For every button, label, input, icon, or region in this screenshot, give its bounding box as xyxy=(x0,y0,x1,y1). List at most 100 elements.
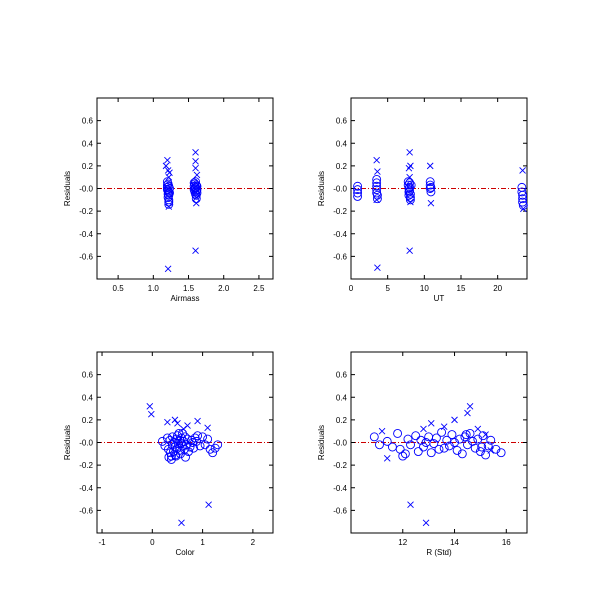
data-point-cross xyxy=(162,162,170,170)
data-point-circle xyxy=(425,184,435,193)
data-point-circle xyxy=(439,443,449,453)
data-point-cross xyxy=(474,425,482,433)
data-point-cross xyxy=(164,418,171,426)
data-point-circle xyxy=(200,440,210,450)
chart-panel-bottom-right: 12 14 16 -0.6 -0.4 -0.2 -0.0 0.2 0.4 0.6 R (Std) Re… xyxy=(317,351,528,557)
y-tick-label: -0.6 xyxy=(333,252,347,261)
data-point-cross xyxy=(427,419,435,427)
data-point-circle xyxy=(426,187,436,197)
data-point-circle xyxy=(425,177,435,187)
data-point-cross xyxy=(427,199,435,207)
data-point-circle xyxy=(393,429,403,438)
data-point-circle xyxy=(419,442,428,452)
x-tick-label: 1.5 xyxy=(183,284,195,293)
y-tick-label: -0.2 xyxy=(79,461,93,470)
data-point-circle xyxy=(193,431,203,441)
data-point-circle xyxy=(426,448,436,458)
data-point-circle xyxy=(375,440,384,450)
data-point-cross xyxy=(166,169,173,176)
data-point-circle xyxy=(174,429,184,438)
data-point-cross xyxy=(426,162,434,170)
data-point-circle xyxy=(213,440,223,450)
data-point-circle xyxy=(444,441,454,451)
data-point-circle xyxy=(192,181,202,191)
data-point-circle xyxy=(405,189,415,199)
data-point-circle xyxy=(165,188,174,198)
data-point-circle xyxy=(181,452,190,462)
y-tick-label: -0.2 xyxy=(333,461,347,470)
data-point-circle xyxy=(455,434,465,444)
x-tick-label: 14 xyxy=(450,538,459,547)
data-point-circle xyxy=(434,444,444,454)
data-point-circle xyxy=(477,442,487,452)
data-point-circle xyxy=(398,451,408,461)
data-point-cross xyxy=(374,168,381,175)
data-point-circle xyxy=(382,436,392,446)
data-point-cross xyxy=(165,203,173,210)
x-tick-label: 1 xyxy=(200,538,205,547)
data-point-circle xyxy=(372,178,382,188)
data-point-cross xyxy=(451,416,458,424)
data-point-circle xyxy=(486,435,496,445)
y-tick-label: -0.6 xyxy=(79,252,93,261)
data-point-cross xyxy=(192,199,200,207)
y-tick-label: -0.6 xyxy=(333,506,347,515)
y-tick-label: -0.0 xyxy=(79,439,93,448)
data-point-circle xyxy=(413,447,423,456)
data-point-cross xyxy=(520,205,527,213)
data-point-cross xyxy=(422,519,430,527)
chart-panel-top-right: 0 5 10 15 20 -0.6 -0.4 -0.2 -0.0 0.2 0.4 0.6 UT Resid… xyxy=(317,97,528,303)
y-tick-label: -0.4 xyxy=(79,230,93,239)
y-tick-label: 0.4 xyxy=(336,393,348,402)
data-point-circle xyxy=(411,431,421,441)
y-tick-label: 0.6 xyxy=(82,117,94,126)
data-point-circle xyxy=(353,191,363,201)
data-point-circle xyxy=(403,177,413,187)
data-point-circle xyxy=(483,441,493,451)
data-point-circle xyxy=(184,447,193,456)
data-point-cross xyxy=(192,164,199,172)
data-point-circle xyxy=(473,434,483,444)
data-point-cross xyxy=(407,501,414,509)
y-tick-label: -0.0 xyxy=(79,185,93,194)
data-point-cross xyxy=(487,447,495,454)
x-tick-label: 2 xyxy=(251,538,256,547)
data-point-cross xyxy=(164,265,172,273)
data-point-circle xyxy=(372,174,382,184)
data-point-circle xyxy=(518,190,528,200)
data-point-circle xyxy=(165,184,174,193)
data-point-cross xyxy=(147,410,155,418)
x-axis-label: UT xyxy=(434,294,445,303)
data-point-cross xyxy=(192,148,199,156)
data-point-cross xyxy=(192,247,199,255)
y-tick-label: -0.2 xyxy=(79,207,93,216)
y-tick-label: 0.2 xyxy=(82,416,94,425)
data-point-circle xyxy=(192,436,202,446)
y-tick-label: -0.4 xyxy=(333,484,347,493)
data-point-cross xyxy=(193,171,201,179)
data-point-cross xyxy=(383,455,391,462)
data-point-circle xyxy=(198,432,208,442)
data-point-circle xyxy=(465,429,475,438)
y-tick-label: -0.0 xyxy=(333,439,347,448)
x-tick-label: 12 xyxy=(398,538,407,547)
data-point-circle xyxy=(400,449,410,459)
y-tick-label: -0.2 xyxy=(333,207,347,216)
data-point-circle xyxy=(405,182,415,192)
data-point-circle xyxy=(461,430,471,440)
data-point-circle xyxy=(192,185,202,195)
data-point-circle xyxy=(437,427,447,437)
data-point-circle xyxy=(164,195,174,205)
data-point-circle xyxy=(406,440,415,450)
chart-panel-bottom-left: -1 0 1 2 -0.6 -0.4 -0.2 -0.0 0.2 0.4 0.6 Color Resid… xyxy=(63,351,274,557)
data-point-circle xyxy=(405,186,415,196)
data-point-circle xyxy=(208,448,218,458)
data-point-circle xyxy=(403,434,413,444)
data-point-circle xyxy=(163,186,173,196)
data-point-cross xyxy=(406,148,413,156)
y-axis-label: Residuals xyxy=(317,425,326,460)
y-tick-label: 0.4 xyxy=(336,139,348,148)
data-point-circle xyxy=(171,451,181,461)
data-point-circle xyxy=(164,199,174,209)
